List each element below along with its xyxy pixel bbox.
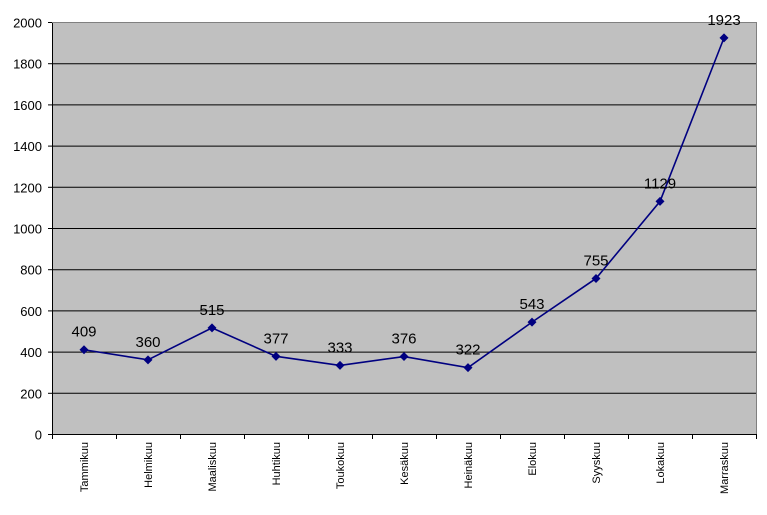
x-tick-label: Maaliskuu [207,442,219,492]
x-tick-label: Huhtikuu [271,442,283,485]
data-labels: 409 360 515 377 333 376 322 543 755 1129 1923 [71,12,740,359]
data-label: 376 [391,331,416,348]
y-tick-label: 1600 [13,98,42,113]
data-point [591,273,601,283]
x-tick-label: Tammikuu [79,442,91,492]
x-tick-label: Elokuu [527,442,539,476]
y-tick-label: 1800 [13,57,42,72]
data-label: 409 [71,324,96,341]
y-tick-label: 400 [20,345,42,360]
y-tick-label: 200 [20,386,42,401]
series-markers [79,33,729,373]
x-axis-ticks: Tammikuu Helmikuu Maaliskuu Huhtikuu Toukoku… [52,434,757,494]
data-label: 377 [263,330,288,347]
data-label: 1129 [644,175,676,192]
data-point [79,345,89,355]
data-label: 515 [199,302,224,319]
data-point [335,360,345,370]
data-label: 333 [327,339,352,356]
data-point [463,363,473,373]
x-tick-label: Marraskuu [719,442,731,494]
data-point [719,33,729,43]
x-tick-label: Helmikuu [143,442,155,488]
data-label: 1923 [707,12,740,29]
x-tick-label: Kesäkuu [399,442,411,485]
y-tick-label: 1000 [13,222,42,237]
data-point [655,196,665,206]
data-point [399,352,409,362]
data-label: 755 [583,252,608,269]
data-label: 543 [519,296,544,313]
y-tick-label: 2000 [13,16,42,31]
data-label: 360 [135,334,160,351]
x-tick-label: Heinäkuu [463,442,475,488]
y-tick-label: 0 [35,428,42,443]
data-point [207,323,217,333]
y-tick-label: 1200 [13,180,42,195]
y-tick-label: 800 [20,263,42,278]
y-axis-ticks: 0 200 400 600 800 1000 1200 1400 1600 1800 2000 [13,16,52,443]
y-tick-label: 1400 [13,139,42,154]
x-tick-label: Toukokuu [335,442,347,489]
data-point [143,355,153,365]
y-tick-label: 600 [20,304,42,319]
data-point [527,317,537,327]
data-point [271,351,281,361]
x-tick-label: Lokakuu [655,442,667,484]
axes [52,22,757,435]
data-label: 322 [455,342,480,359]
x-tick-label: Syyskuu [591,442,603,484]
